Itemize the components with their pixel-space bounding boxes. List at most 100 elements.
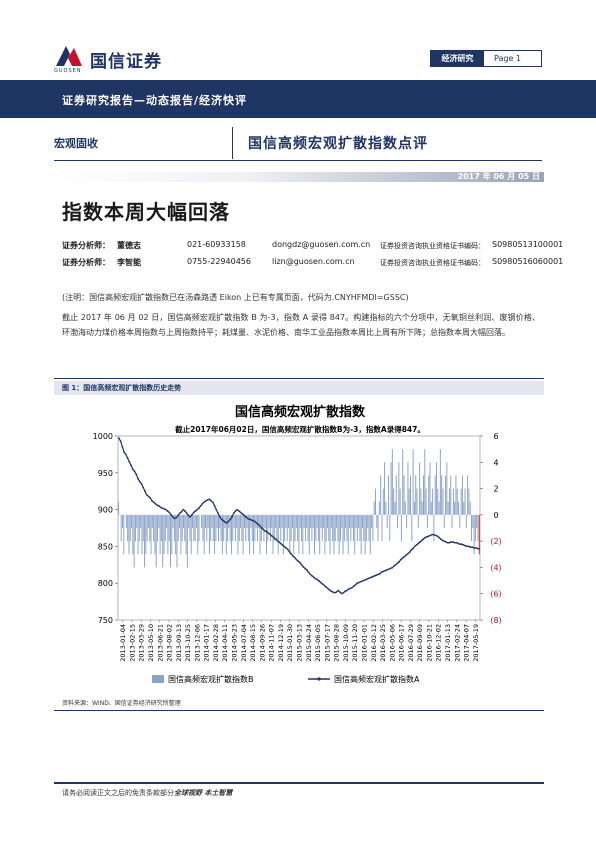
bar-series-b xyxy=(181,514,183,542)
footer-disclaimer-text: 请务必阅读正文之后的免责条款部分 xyxy=(62,789,174,797)
bar-series-b xyxy=(220,514,222,542)
bar-series-b xyxy=(215,514,217,542)
point-series-a xyxy=(147,495,150,498)
point-series-a xyxy=(119,440,122,443)
bar-series-b xyxy=(264,514,266,528)
bar-series-b xyxy=(275,514,277,528)
bar-series-b xyxy=(325,514,327,542)
bar-series-b xyxy=(298,514,300,555)
bar-series-b xyxy=(343,514,345,542)
bar-series-b xyxy=(378,501,380,515)
point-series-a xyxy=(253,520,256,523)
point-series-a xyxy=(290,552,293,555)
bar-series-b xyxy=(246,514,248,528)
bar-series-b xyxy=(253,514,255,555)
point-series-a xyxy=(417,542,420,545)
x-tick-label: 2015-10-09 xyxy=(342,624,350,662)
point-series-a xyxy=(271,535,273,537)
bar-series-b xyxy=(476,514,478,528)
bar-series-b xyxy=(238,514,240,542)
analyst-name: 李智能 xyxy=(117,258,141,267)
point-series-a xyxy=(455,541,458,544)
bar-series-b xyxy=(166,514,168,528)
bar-series-b xyxy=(240,514,242,528)
point-series-a xyxy=(192,511,195,514)
bar-series-b xyxy=(121,514,123,528)
x-tick-label: 2014-09-26 xyxy=(258,624,266,662)
analyst-email[interactable]: lizn@guosen.com.cn xyxy=(272,257,355,266)
bar-series-b xyxy=(140,514,142,528)
bar-series-b xyxy=(326,514,328,528)
point-series-a xyxy=(149,496,152,499)
bar-series-b xyxy=(201,514,203,528)
bar-series-b xyxy=(454,501,456,515)
bar-series-b xyxy=(471,514,472,542)
bar-series-b xyxy=(464,488,466,515)
bar-series-b xyxy=(127,514,129,542)
x-tick-label: 2015-07-17 xyxy=(323,624,331,662)
point-series-a xyxy=(379,572,381,575)
point-series-a xyxy=(304,567,306,570)
point-series-a xyxy=(251,519,254,522)
bar-series-b xyxy=(179,514,181,528)
bar-series-b xyxy=(184,514,186,542)
x-tick-label: 2016-06-17 xyxy=(398,624,406,662)
right-tick-label: (6) xyxy=(490,590,501,599)
bar-series-b xyxy=(330,514,332,528)
bar-series-b xyxy=(415,475,417,515)
point-series-a xyxy=(448,541,451,544)
bar-series-b xyxy=(421,501,423,515)
bar-series-b xyxy=(402,449,404,515)
bar-series-b xyxy=(380,475,382,515)
bar-series-b xyxy=(391,449,393,515)
bar-series-b xyxy=(289,514,291,555)
bar-series-b xyxy=(267,514,269,542)
point-series-a xyxy=(184,510,186,512)
point-series-a xyxy=(220,518,223,521)
bar-series-b xyxy=(133,514,135,568)
point-series-a xyxy=(354,583,357,586)
bar-series-b xyxy=(355,514,357,528)
point-series-a xyxy=(265,530,268,533)
bar-series-b xyxy=(144,514,146,568)
point-series-a xyxy=(243,514,246,517)
point-series-a xyxy=(208,498,211,501)
bar-series-b xyxy=(394,501,396,515)
bar-series-b xyxy=(389,514,391,542)
right-tick-label: (8) xyxy=(490,616,501,625)
point-series-a xyxy=(345,589,348,592)
analyst-cert-label: 证券投资咨询执业资格证书编码： xyxy=(380,259,485,267)
bar-series-b xyxy=(452,488,454,515)
point-series-a xyxy=(166,510,169,512)
bar-series-b xyxy=(234,514,236,542)
x-tick-label: 2015-06-05 xyxy=(314,624,322,662)
x-tick-label: 2015-08-28 xyxy=(333,624,341,662)
bar-series-b xyxy=(328,514,330,542)
bar-series-b xyxy=(469,501,471,515)
x-tick-label: 2014-11-07 xyxy=(268,624,276,662)
bar-series-b xyxy=(167,514,169,555)
point-series-a xyxy=(262,528,265,531)
figure-bottom-rule xyxy=(54,710,544,711)
point-series-a xyxy=(204,499,207,502)
bar-series-b xyxy=(463,501,465,515)
bar-series-b xyxy=(214,514,216,555)
point-series-a xyxy=(217,512,219,515)
bar-series-b xyxy=(473,514,475,555)
bar-series-b xyxy=(367,514,369,528)
point-series-a xyxy=(222,519,225,522)
point-series-a xyxy=(445,541,447,543)
point-series-a xyxy=(333,591,336,594)
analyst-email[interactable]: dongdz@guosen.com.cn xyxy=(272,240,371,249)
right-tick-label: 6 xyxy=(493,432,498,441)
point-series-a xyxy=(142,486,145,489)
bar-series-b xyxy=(359,514,361,542)
point-series-a xyxy=(429,534,432,537)
point-series-a xyxy=(126,457,129,459)
point-series-a xyxy=(229,518,232,521)
bar-series-b xyxy=(406,514,408,528)
point-series-a xyxy=(285,546,287,549)
point-series-a xyxy=(469,546,472,549)
point-series-a xyxy=(170,513,172,516)
bar-series-b xyxy=(384,462,386,515)
